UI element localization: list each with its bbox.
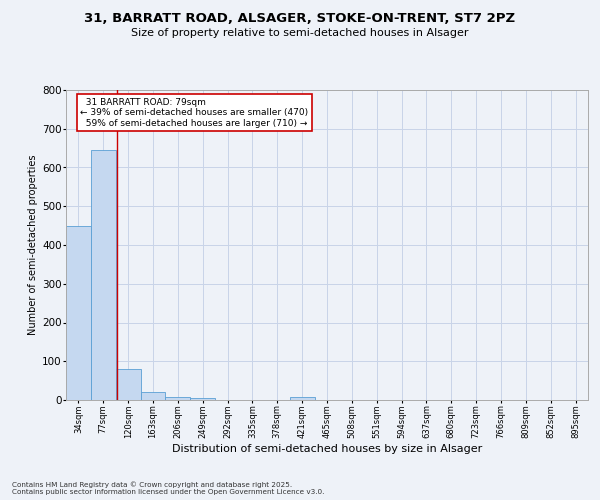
Bar [66, 226, 91, 400]
Text: Size of property relative to semi-detached houses in Alsager: Size of property relative to semi-detach… [131, 28, 469, 38]
Y-axis label: Number of semi-detached properties: Number of semi-detached properties [28, 155, 38, 335]
X-axis label: Distribution of semi-detached houses by size in Alsager: Distribution of semi-detached houses by … [172, 444, 482, 454]
Bar [91, 150, 116, 400]
Bar [140, 392, 166, 400]
Text: Contains HM Land Registry data © Crown copyright and database right 2025.
Contai: Contains HM Land Registry data © Crown c… [12, 482, 325, 495]
Text: 31 BARRATT ROAD: 79sqm
← 39% of semi-detached houses are smaller (470)
  59% of : 31 BARRATT ROAD: 79sqm ← 39% of semi-det… [80, 98, 308, 128]
Bar [290, 397, 314, 400]
Text: 31, BARRATT ROAD, ALSAGER, STOKE-ON-TRENT, ST7 2PZ: 31, BARRATT ROAD, ALSAGER, STOKE-ON-TREN… [85, 12, 515, 26]
Bar [116, 369, 140, 400]
Bar [190, 398, 215, 400]
Bar [166, 397, 190, 400]
